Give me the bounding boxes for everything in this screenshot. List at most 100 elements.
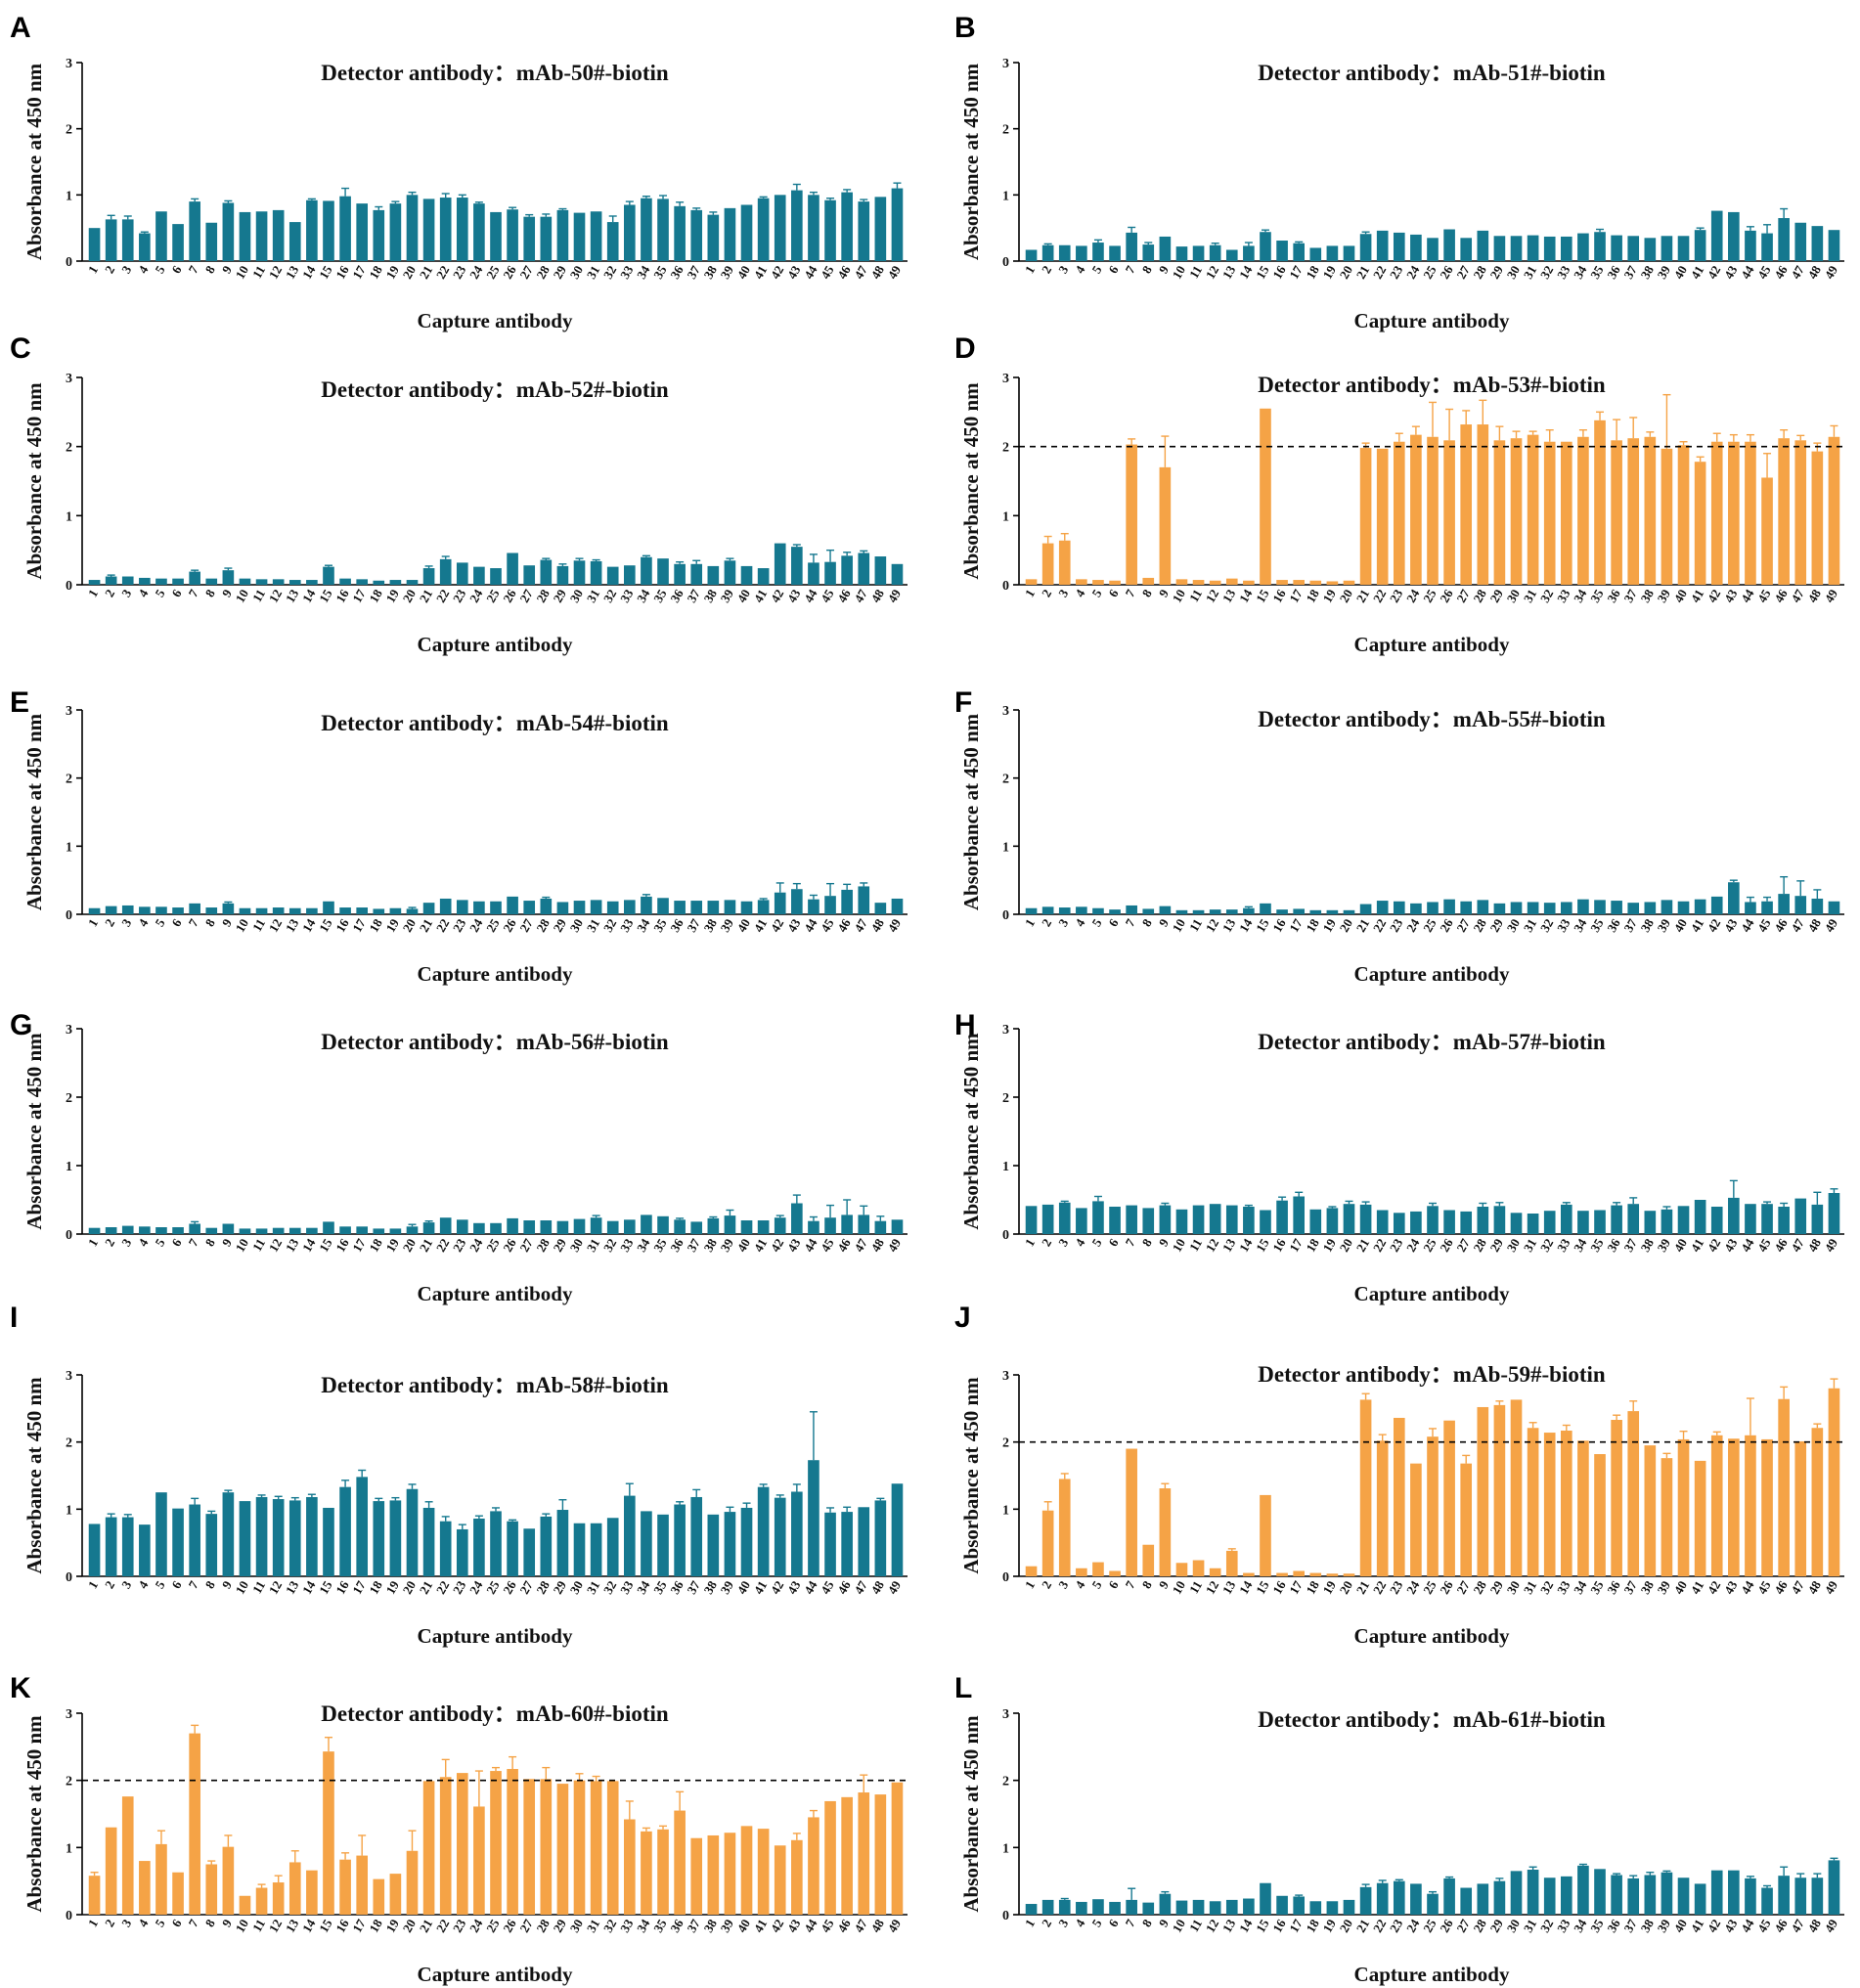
bar xyxy=(323,1751,334,1915)
y-tick-label: 2 xyxy=(66,1775,72,1789)
x-tick-label: 38 xyxy=(700,1236,720,1255)
x-tick-label: 43 xyxy=(1721,916,1741,935)
bar xyxy=(323,1507,334,1576)
bar xyxy=(339,1859,351,1915)
bar xyxy=(858,552,870,585)
x-tick-label: 34 xyxy=(1571,1578,1590,1597)
bar xyxy=(690,1221,703,1234)
x-tick-label: 45 xyxy=(818,1917,837,1935)
x-tick-label: 31 xyxy=(1521,1236,1539,1255)
x-tick-label: 26 xyxy=(500,1917,519,1935)
x-tick-label: 29 xyxy=(551,1236,570,1255)
x-tick-label: 10 xyxy=(233,1917,251,1935)
bar xyxy=(707,1834,720,1915)
bar xyxy=(1260,232,1271,261)
x-tick-label: 6 xyxy=(1105,916,1121,930)
bar xyxy=(205,578,218,585)
bar xyxy=(507,1217,518,1234)
x-tick-label: 49 xyxy=(885,1578,905,1597)
x-tick-label: 17 xyxy=(1286,916,1306,935)
x-tick-label: 27 xyxy=(516,1578,536,1597)
bar xyxy=(1527,235,1539,261)
x-tick-label: 18 xyxy=(366,587,385,605)
bar xyxy=(373,1878,385,1915)
x-tick-label: 27 xyxy=(1453,916,1473,935)
bar xyxy=(1376,230,1389,261)
bar xyxy=(1811,1204,1824,1234)
x-tick-label: 34 xyxy=(634,263,653,282)
bar xyxy=(1627,1204,1640,1234)
bar xyxy=(1159,1488,1172,1576)
x-tick-label: 44 xyxy=(801,263,820,282)
bar xyxy=(1577,436,1589,585)
bar xyxy=(690,563,703,585)
bar xyxy=(1728,1870,1740,1915)
x-tick-label: 36 xyxy=(667,1236,686,1255)
x-tick-label: 19 xyxy=(1319,1236,1339,1255)
bar xyxy=(556,565,569,585)
bar xyxy=(1427,1893,1439,1915)
x-tick-label: 4 xyxy=(1072,263,1087,277)
x-tick-label: 33 xyxy=(1554,587,1573,605)
bar xyxy=(641,198,652,261)
x-tick-label: 17 xyxy=(1286,263,1306,282)
bar xyxy=(456,1773,468,1915)
bar xyxy=(1276,241,1288,261)
bar xyxy=(841,555,853,585)
x-tick-label: 45 xyxy=(818,587,837,605)
x-tick-label: 22 xyxy=(433,1917,452,1935)
x-tick-label: 2 xyxy=(1039,1917,1054,1929)
x-tick-label: 34 xyxy=(1571,1236,1590,1255)
bar xyxy=(205,1864,218,1915)
bar xyxy=(657,1514,669,1576)
x-tick-label: 27 xyxy=(1453,1917,1473,1935)
x-tick-label: 29 xyxy=(551,916,570,935)
x-tick-label: 7 xyxy=(1123,1236,1138,1250)
x-tick-label: 13 xyxy=(283,1917,302,1935)
x-tick-label: 40 xyxy=(734,263,753,282)
bar xyxy=(606,566,619,585)
x-tick-label: 44 xyxy=(1738,916,1757,935)
x-tick-label: 47 xyxy=(851,263,870,282)
bar xyxy=(473,1222,485,1234)
x-tick-label: 12 xyxy=(266,587,285,605)
bar xyxy=(1443,1878,1455,1915)
bar xyxy=(1460,1463,1473,1576)
bar xyxy=(740,565,753,585)
bar xyxy=(1225,1205,1238,1234)
x-tick-label: 12 xyxy=(266,1236,285,1255)
x-tick-label: 17 xyxy=(349,1236,369,1255)
bar xyxy=(674,205,686,261)
bar xyxy=(1794,222,1807,261)
bar xyxy=(172,224,184,261)
x-tick-label: 20 xyxy=(400,916,419,935)
x-tick-label: 42 xyxy=(768,916,786,935)
y-axis-label: Absorbance at 450 nm xyxy=(959,1377,983,1574)
x-tick-label: 22 xyxy=(1370,1236,1389,1255)
bar xyxy=(1192,1899,1205,1915)
x-tick-label: 31 xyxy=(584,587,602,605)
x-tick-label: 28 xyxy=(1470,587,1489,605)
x-tick-label: 39 xyxy=(718,263,737,282)
x-tick-label: 6 xyxy=(1105,263,1121,277)
x-tick-label: 11 xyxy=(249,263,268,281)
x-tick-label: 46 xyxy=(834,263,854,282)
bar xyxy=(1510,236,1523,261)
x-tick-label: 2 xyxy=(102,1917,117,1929)
x-tick-label: 43 xyxy=(784,1236,804,1255)
x-tick-label: 36 xyxy=(1604,1917,1623,1935)
x-tick-label: 40 xyxy=(1671,1578,1690,1597)
x-tick-label: 18 xyxy=(366,916,385,935)
bar xyxy=(1477,900,1489,914)
x-tick-label: 31 xyxy=(584,1917,602,1935)
bar xyxy=(523,1220,536,1234)
x-tick-label: 6 xyxy=(1105,1578,1121,1592)
bar xyxy=(422,903,435,914)
x-tick-label: 4 xyxy=(135,1917,151,1930)
bar xyxy=(891,1483,904,1576)
x-tick-label: 27 xyxy=(516,587,536,605)
x-tick-label: 39 xyxy=(1655,1236,1674,1255)
bar xyxy=(1477,1883,1489,1915)
bar xyxy=(791,1491,803,1576)
